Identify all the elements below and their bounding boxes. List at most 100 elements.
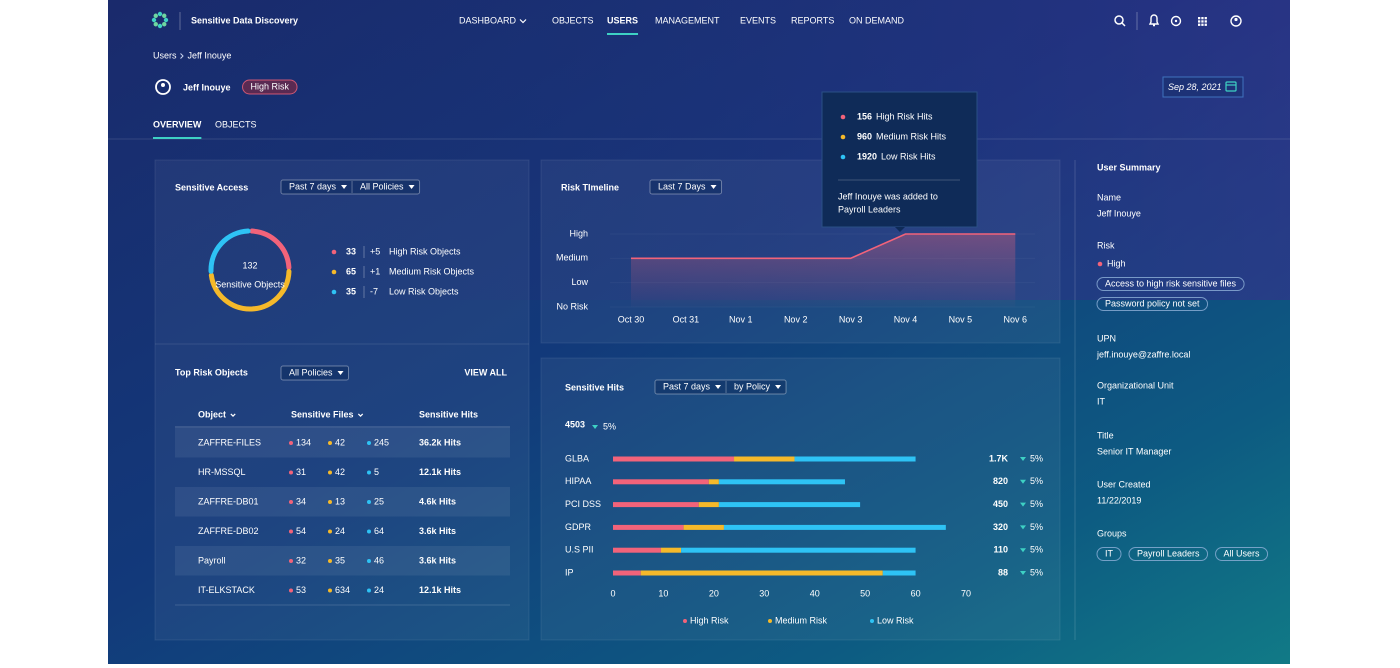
apps-icon[interactable] (1201, 17, 1204, 20)
policy-change: 5% (1030, 476, 1043, 486)
policy-total: 1.7K (989, 453, 1009, 463)
x-tick-label: Nov 5 (949, 314, 973, 324)
apps-icon[interactable] (1204, 17, 1207, 20)
legend-label: Medium Risk (775, 615, 828, 625)
hits-value: 3.6k Hits (419, 526, 456, 536)
dot (367, 441, 371, 445)
dropdown-label[interactable]: by Policy (734, 381, 771, 391)
apps-icon[interactable] (1198, 20, 1201, 23)
apps-icon[interactable] (1201, 20, 1204, 23)
nav-item[interactable]: OBJECTS (552, 15, 594, 25)
category-label: PCI DSS (565, 499, 601, 509)
table-row-bg (175, 428, 510, 458)
dropdown-box (280, 179, 421, 195)
dropdown-label[interactable]: Past 7 days (663, 381, 711, 391)
dot (289, 470, 293, 475)
panel-left (154, 159, 530, 641)
nav-item[interactable]: DASHBOARD (459, 15, 517, 25)
bar-segment (708, 479, 719, 485)
tag-box (242, 79, 298, 95)
tab[interactable]: OBJECTS (215, 119, 257, 129)
dropdown-label[interactable]: All Policies (360, 181, 404, 191)
apps-icon[interactable] (1198, 17, 1201, 20)
date-picker[interactable] (1162, 76, 1244, 98)
dropdown-label[interactable]: Last 7 Days (658, 181, 706, 191)
nav-item[interactable]: ON DEMAND (849, 15, 905, 25)
apps-icon[interactable] (1201, 23, 1204, 26)
hits-value: 36.2k Hits (419, 437, 461, 447)
search-icon[interactable] (1114, 15, 1124, 25)
apps-icon[interactable] (1204, 20, 1207, 23)
y-tick-label: High (569, 228, 588, 238)
nav-item[interactable]: USERS (607, 15, 638, 25)
donut-total-label: Sensitive Objects (215, 279, 285, 289)
risk-badge: High Risk (242, 79, 298, 95)
logo-dot (153, 13, 158, 18)
file-count: 634 (335, 585, 350, 595)
x-tick-label: Oct 31 (673, 314, 700, 324)
file-count: 245 (374, 437, 389, 447)
file-count: 42 (335, 467, 345, 477)
bell-icon[interactable] (1148, 14, 1160, 27)
hits-value: 4.6k Hits (419, 496, 456, 506)
bar-segment (613, 479, 709, 485)
view-all-link[interactable]: VIEW ALL (464, 367, 507, 377)
x-tick-label: Nov 6 (1004, 314, 1028, 324)
dot (367, 470, 371, 475)
date-label: Sep 28, 2021 (1168, 82, 1222, 92)
dot (367, 588, 371, 593)
dropdown-label[interactable]: All Policies (289, 367, 333, 377)
chevron-icon (519, 19, 527, 24)
tag: Payroll Leaders (1128, 547, 1209, 561)
apps-icon[interactable] (1198, 23, 1201, 26)
object-name: IT-ELKSTACK (198, 585, 255, 595)
legend-label: Medium Risk Objects (389, 266, 475, 276)
nav-item[interactable]: REPORTS (791, 15, 834, 25)
tooltip-link[interactable]: Payroll Leaders (838, 204, 901, 214)
file-count: 24 (374, 585, 384, 595)
legend-label: Low Risk (877, 615, 914, 625)
dropdown[interactable]: Past 7 days All Policies (280, 179, 421, 195)
triangle-icon (341, 185, 348, 189)
nav-item[interactable]: MANAGEMENT (655, 15, 720, 25)
nav-active-underline (607, 33, 639, 35)
logo-dot (162, 22, 167, 27)
tag-label: Password policy not set (1105, 298, 1200, 308)
field-value: High (1107, 258, 1126, 268)
table-row-bg (175, 546, 510, 576)
tab[interactable]: OVERVIEW (153, 119, 202, 129)
dropdown-label[interactable]: Past 7 days (289, 181, 337, 191)
column-header[interactable]: Sensitive Files (291, 409, 354, 419)
dropdown[interactable]: Last 7 Days (649, 179, 723, 195)
dot (840, 114, 846, 120)
legend-label: Low Risk Objects (389, 286, 459, 296)
bar-segment (613, 456, 735, 462)
category-label: IP (565, 567, 574, 577)
file-count: 35 (335, 555, 345, 565)
nav-item[interactable]: EVENTS (740, 15, 776, 25)
logo-dot (162, 13, 167, 18)
breadcrumb-link[interactable]: Users (153, 50, 177, 60)
dot (331, 249, 337, 255)
tag-label: Access to high risk sensitive files (1105, 278, 1237, 288)
account-icon[interactable] (1230, 15, 1242, 27)
apps-icon[interactable] (1204, 23, 1207, 26)
y-tick-label: Medium (556, 253, 588, 263)
dot (328, 559, 332, 563)
dropdown[interactable]: Past 7 days by Policy (654, 379, 787, 395)
bar-segment (613, 547, 661, 553)
tag-label: All Users (1224, 548, 1261, 558)
tag-label: High Risk (251, 81, 290, 91)
background-glow (108, 0, 1290, 300)
category-label: GLBA (565, 453, 589, 463)
field-label: UPN (1097, 333, 1116, 343)
file-count: 13 (335, 496, 345, 506)
dropdown[interactable]: All Policies (280, 365, 350, 381)
hits-value: 12.1k Hits (419, 467, 461, 477)
file-count: 34 (296, 496, 306, 506)
logo-dot (157, 11, 163, 17)
column-header[interactable]: Object (198, 409, 226, 419)
dot (289, 559, 293, 563)
triangle-icon (1020, 502, 1026, 507)
help-icon[interactable] (1170, 15, 1182, 27)
